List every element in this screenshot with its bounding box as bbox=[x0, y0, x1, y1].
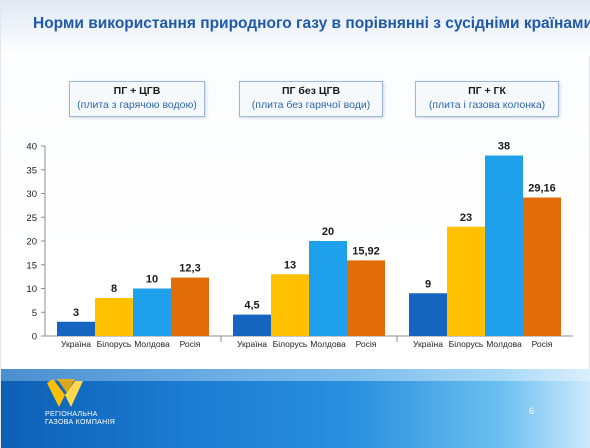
x-category-label: Білорусь bbox=[273, 339, 308, 349]
bar-value-label: 3 bbox=[73, 307, 79, 319]
y-tick-label: 35 bbox=[26, 165, 37, 176]
y-tick-label: 10 bbox=[26, 284, 37, 295]
bar-3-1 bbox=[409, 293, 447, 336]
bar-3-3 bbox=[485, 155, 523, 336]
page-number: 6 bbox=[529, 406, 535, 416]
category-subheading: (плита і газова колонка) bbox=[428, 99, 546, 111]
bar-value-label: 23 bbox=[460, 212, 472, 224]
bar-3-2 bbox=[447, 226, 485, 336]
company-name-line1: РЕГІОНАЛЬНА bbox=[45, 411, 98, 418]
footer-wave bbox=[1, 369, 590, 381]
bar-value-label: 9 bbox=[425, 278, 431, 290]
x-category-label: Україна bbox=[413, 339, 443, 349]
category-box-2: ПГ без ЦГВ (плита без гарячої води) bbox=[239, 81, 383, 117]
x-category-label: Молдова bbox=[486, 339, 522, 349]
x-category-label: Росія bbox=[532, 339, 553, 349]
bar-1-3 bbox=[133, 288, 171, 336]
bar-value-label: 4,5 bbox=[244, 300, 259, 312]
bar-2-4 bbox=[347, 260, 385, 336]
x-category-label: Україна bbox=[237, 339, 267, 349]
x-category-label: Росія bbox=[180, 339, 201, 349]
y-tick-label: 25 bbox=[26, 213, 37, 224]
bar-value-label: 15,92 bbox=[352, 245, 380, 257]
x-category-label: Молдова bbox=[134, 339, 170, 349]
category-box-1: ПГ + ЦГВ (плита з гарячою водою) bbox=[69, 81, 205, 117]
footer bbox=[1, 369, 590, 448]
x-category-label: Росія bbox=[356, 339, 377, 349]
bar-value-label: 12,3 bbox=[179, 263, 200, 275]
page-title: Норми використання природного газу в пор… bbox=[33, 15, 590, 32]
bar-value-label: 10 bbox=[146, 274, 158, 286]
category-box-3: ПГ + ГК (плита і газова колонка) bbox=[415, 81, 559, 117]
y-tick-label: 30 bbox=[26, 189, 37, 200]
bar-value-label: 29,16 bbox=[528, 182, 556, 194]
bar-value-label: 20 bbox=[322, 226, 334, 238]
y-tick-label: 40 bbox=[26, 142, 37, 153]
x-category-label: Україна bbox=[61, 339, 91, 349]
company-name: РЕГІОНАЛЬНА ГАЗОВА КОМПАНІЯ bbox=[45, 411, 115, 427]
category-subheading: (плита без гарячої води) bbox=[251, 99, 371, 111]
company-name-line2: ГАЗОВА КОМПАНІЯ bbox=[45, 419, 116, 426]
bar-1-2 bbox=[95, 298, 133, 336]
x-category-label: Білорусь bbox=[97, 339, 132, 349]
title-bar bbox=[1, 1, 590, 56]
x-category-label: Молдова bbox=[310, 339, 346, 349]
company-logo-icon bbox=[47, 379, 83, 407]
y-tick-label: 15 bbox=[26, 260, 37, 271]
bar-value-label: 13 bbox=[284, 259, 296, 271]
bar-1-1 bbox=[57, 321, 95, 336]
bar-2-1 bbox=[233, 314, 271, 336]
x-category-label: Білорусь bbox=[449, 339, 484, 349]
bar-value-label: 38 bbox=[498, 141, 510, 153]
y-tick-label: 0 bbox=[32, 332, 37, 343]
y-tick-label: 5 bbox=[32, 308, 37, 319]
category-heading: ПГ без ЦГВ bbox=[281, 85, 341, 97]
bar-3-4 bbox=[523, 197, 561, 336]
bar-2-3 bbox=[309, 241, 347, 336]
y-tick-label: 20 bbox=[26, 237, 37, 248]
category-heading: ПГ + ЦГВ bbox=[113, 85, 161, 97]
bar-2-2 bbox=[271, 274, 309, 336]
category-heading: ПГ + ГК bbox=[468, 85, 506, 97]
bar-1-4 bbox=[171, 277, 209, 336]
bar-value-label: 8 bbox=[111, 283, 117, 295]
category-subheading: (плита з гарячою водою) bbox=[77, 99, 197, 111]
